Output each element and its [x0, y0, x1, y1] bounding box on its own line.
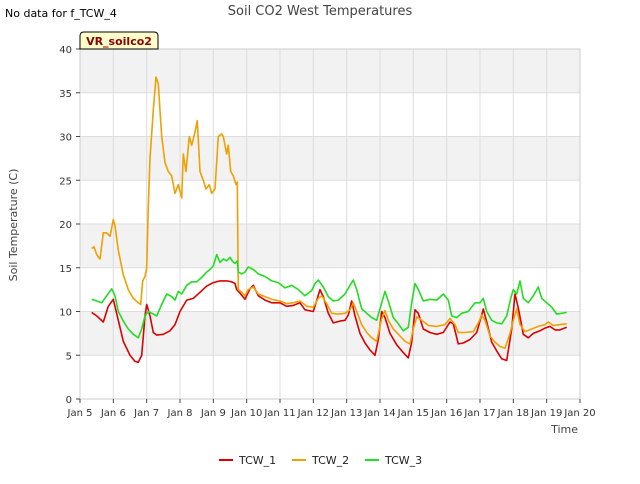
y-tick-label: 35 [59, 89, 72, 100]
site-label-box: VR_soilco2 [79, 31, 159, 50]
no-data-note: No data for f_TCW_4 [5, 7, 117, 20]
legend-label: TCW_3 [384, 454, 422, 467]
plot-band [80, 311, 580, 356]
plot-band [80, 224, 580, 268]
x-tick-label: Jan 5 [67, 408, 93, 419]
x-tick-label: Jan 17 [463, 408, 495, 419]
x-tick-label: Jan 9 [200, 408, 226, 419]
x-tick-label: Jan 12 [297, 408, 329, 419]
y-tick-label: 10 [59, 308, 72, 319]
plot-background-bands [80, 49, 580, 399]
y-tick-label: 30 [59, 133, 72, 144]
x-axis-label: Time [550, 423, 578, 436]
y-tick-label: 25 [59, 176, 72, 187]
chart-title: Soil CO2 West Temperatures [228, 4, 413, 19]
x-tick-label: Jan 10 [230, 408, 262, 419]
y-tick-label: 40 [59, 45, 72, 56]
site-label: VR_soilco2 [86, 35, 152, 48]
site-label-background [79, 31, 159, 50]
series-line-tcw-3 [91, 253, 567, 339]
x-tick-label: Jan 19 [530, 408, 562, 419]
plot-band [80, 355, 580, 399]
plot-band [80, 49, 580, 93]
y-tick-label: 15 [59, 264, 72, 275]
x-tick-label: Jan 15 [397, 408, 429, 419]
x-axis-ticks: Jan 5 Jan 6 Jan 7 Jan 8 Jan 9 Jan 10 Jan 11 Jan… [67, 399, 596, 419]
x-tick-label: Jan 6 [100, 408, 126, 419]
x-tick-label: Jan 20 [563, 408, 595, 419]
plot-band [80, 136, 580, 181]
x-tick-label: Jan 7 [133, 408, 159, 419]
series-layer [91, 76, 567, 364]
y-tick-label: 20 [59, 220, 72, 231]
x-tick-label: Jan 14 [363, 408, 395, 419]
series-line-tcw-2 [91, 76, 567, 350]
y-axis-label: Soil Temperature (C) [7, 169, 20, 282]
y-tick-label: 5 [66, 351, 72, 362]
x-tick-label: Jan 18 [497, 408, 529, 419]
y-axis-ticks: 0 5 10 15 20 25 30 35 40 [59, 45, 80, 406]
legend: TCW_1 TCW_2 TCW_3 [219, 454, 422, 467]
legend-label: TCW_1 [238, 454, 276, 467]
legend-label: TCW_2 [311, 454, 349, 467]
plot-band [80, 267, 580, 312]
x-tick-label: Jan 16 [430, 408, 462, 419]
x-tick-label: Jan 11 [263, 408, 295, 419]
plot-band [80, 92, 580, 137]
y-tick-label: 0 [66, 395, 72, 406]
x-tick-label: Jan 8 [167, 408, 193, 419]
plot-band [80, 180, 580, 224]
x-tick-label: Jan 13 [330, 408, 362, 419]
